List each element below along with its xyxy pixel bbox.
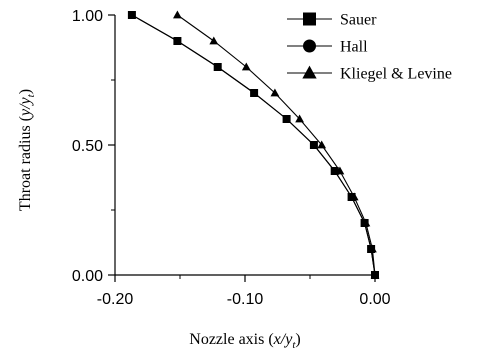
y-tick-label: 0.00 [72, 268, 103, 285]
data-point [250, 89, 258, 97]
data-point [370, 270, 380, 279]
data-point [173, 10, 182, 19]
x-axis-label: Nozzle axis (x/yt) [189, 331, 300, 351]
legend-marker [303, 39, 316, 53]
data-point [335, 166, 345, 175]
data-point [214, 63, 222, 71]
data-point [368, 244, 377, 253]
data-point [173, 37, 181, 45]
data-point [310, 141, 318, 149]
y-tick-label: 0.50 [72, 138, 103, 155]
axes: -0.20 -0.10 0.00 0.00 0.50 1.00 [72, 8, 391, 308]
data-point [128, 11, 136, 19]
legend: Sauer Hall Kliegel & Levine [287, 12, 452, 83]
x-tick-label: 0.00 [359, 291, 390, 308]
data-point [270, 88, 280, 97]
series-line [131, 14, 376, 276]
data-point [241, 62, 251, 71]
legend-label: Hall [340, 39, 368, 56]
y-axis-label: Throat radius (y/yt) [17, 89, 37, 211]
data-point [209, 36, 219, 45]
data-point [317, 140, 327, 149]
legend-label: Kliegel & Levine [340, 66, 452, 83]
data-point [283, 115, 291, 123]
legend-item: Sauer [287, 12, 377, 29]
legend-marker [303, 12, 316, 26]
series-line [131, 14, 376, 276]
data-point [349, 192, 359, 201]
legend-label: Sauer [340, 12, 377, 29]
legend-marker [302, 65, 317, 79]
x-tick-label: -0.10 [227, 291, 264, 308]
x-tick-label: -0.20 [97, 291, 134, 308]
legend-item: Hall [287, 39, 368, 56]
series-layer [127, 10, 380, 279]
legend-item: Kliegel & Levine [287, 66, 452, 83]
data-point [361, 218, 371, 227]
y-tick-label: 1.00 [72, 8, 103, 25]
data-point [295, 114, 304, 123]
series-triangle [173, 10, 380, 279]
